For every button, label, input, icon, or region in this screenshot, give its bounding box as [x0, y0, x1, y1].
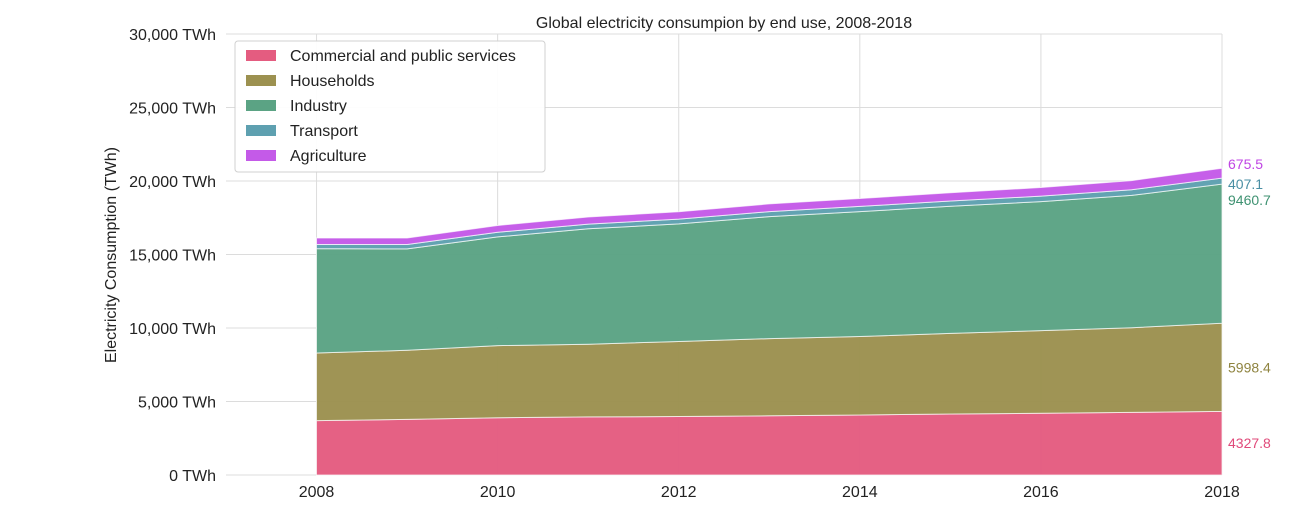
- end-label: 4327.8: [1228, 435, 1271, 451]
- legend-label: Industry: [290, 98, 347, 115]
- x-tick-label: 2014: [842, 484, 878, 501]
- x-tick-label: 2016: [1023, 484, 1059, 501]
- legend-box: [234, 40, 546, 173]
- legend-label: Commercial and public services: [290, 48, 516, 65]
- x-axis: 2008 2010 2012 2014 2016 2018: [299, 484, 1240, 501]
- x-tick-label: 2018: [1204, 484, 1240, 501]
- y-tick-label: 30,000 TWh: [129, 27, 216, 44]
- y-tick-label: 20,000 TWh: [129, 174, 216, 191]
- y-axis-label: Electricity Consumption (TWh): [103, 147, 120, 363]
- stacked-areas: [316, 167, 1223, 476]
- legend-label: Transport: [290, 123, 358, 140]
- x-tick-label: 2008: [299, 484, 335, 501]
- legend-swatch: [246, 100, 276, 111]
- legend-label: Agriculture: [290, 148, 367, 165]
- end-label: 9460.7: [1228, 192, 1271, 208]
- x-tick-label: 2010: [480, 484, 516, 501]
- end-label: 5998.4: [1228, 359, 1271, 375]
- y-tick-label: 25,000 TWh: [129, 101, 216, 118]
- area-commercial-and-public-services: [316, 410, 1223, 476]
- y-tick-label: 5,000 TWh: [138, 395, 216, 412]
- x-tick-label: 2012: [661, 484, 697, 501]
- legend-swatch: [246, 125, 276, 136]
- legend-label: Households: [290, 73, 375, 90]
- end-label: 407.1: [1228, 176, 1263, 192]
- legend-swatch: [246, 50, 276, 61]
- chart-title: Global electricity consumpion by end use…: [536, 15, 912, 32]
- y-axis: 0 TWh 5,000 TWh 10,000 TWh 15,000 TWh 20,000…: [129, 27, 216, 485]
- legend-swatch: [246, 75, 276, 86]
- y-tick-label: 15,000 TWh: [129, 248, 216, 265]
- legend: Commercial and public services Households…: [234, 40, 546, 173]
- area-agriculture: [316, 167, 1223, 246]
- y-tick-label: 10,000 TWh: [129, 321, 216, 338]
- legend-swatch: [246, 150, 276, 161]
- end-label: 675.5: [1228, 156, 1263, 172]
- y-tick-label: 0 TWh: [169, 468, 216, 485]
